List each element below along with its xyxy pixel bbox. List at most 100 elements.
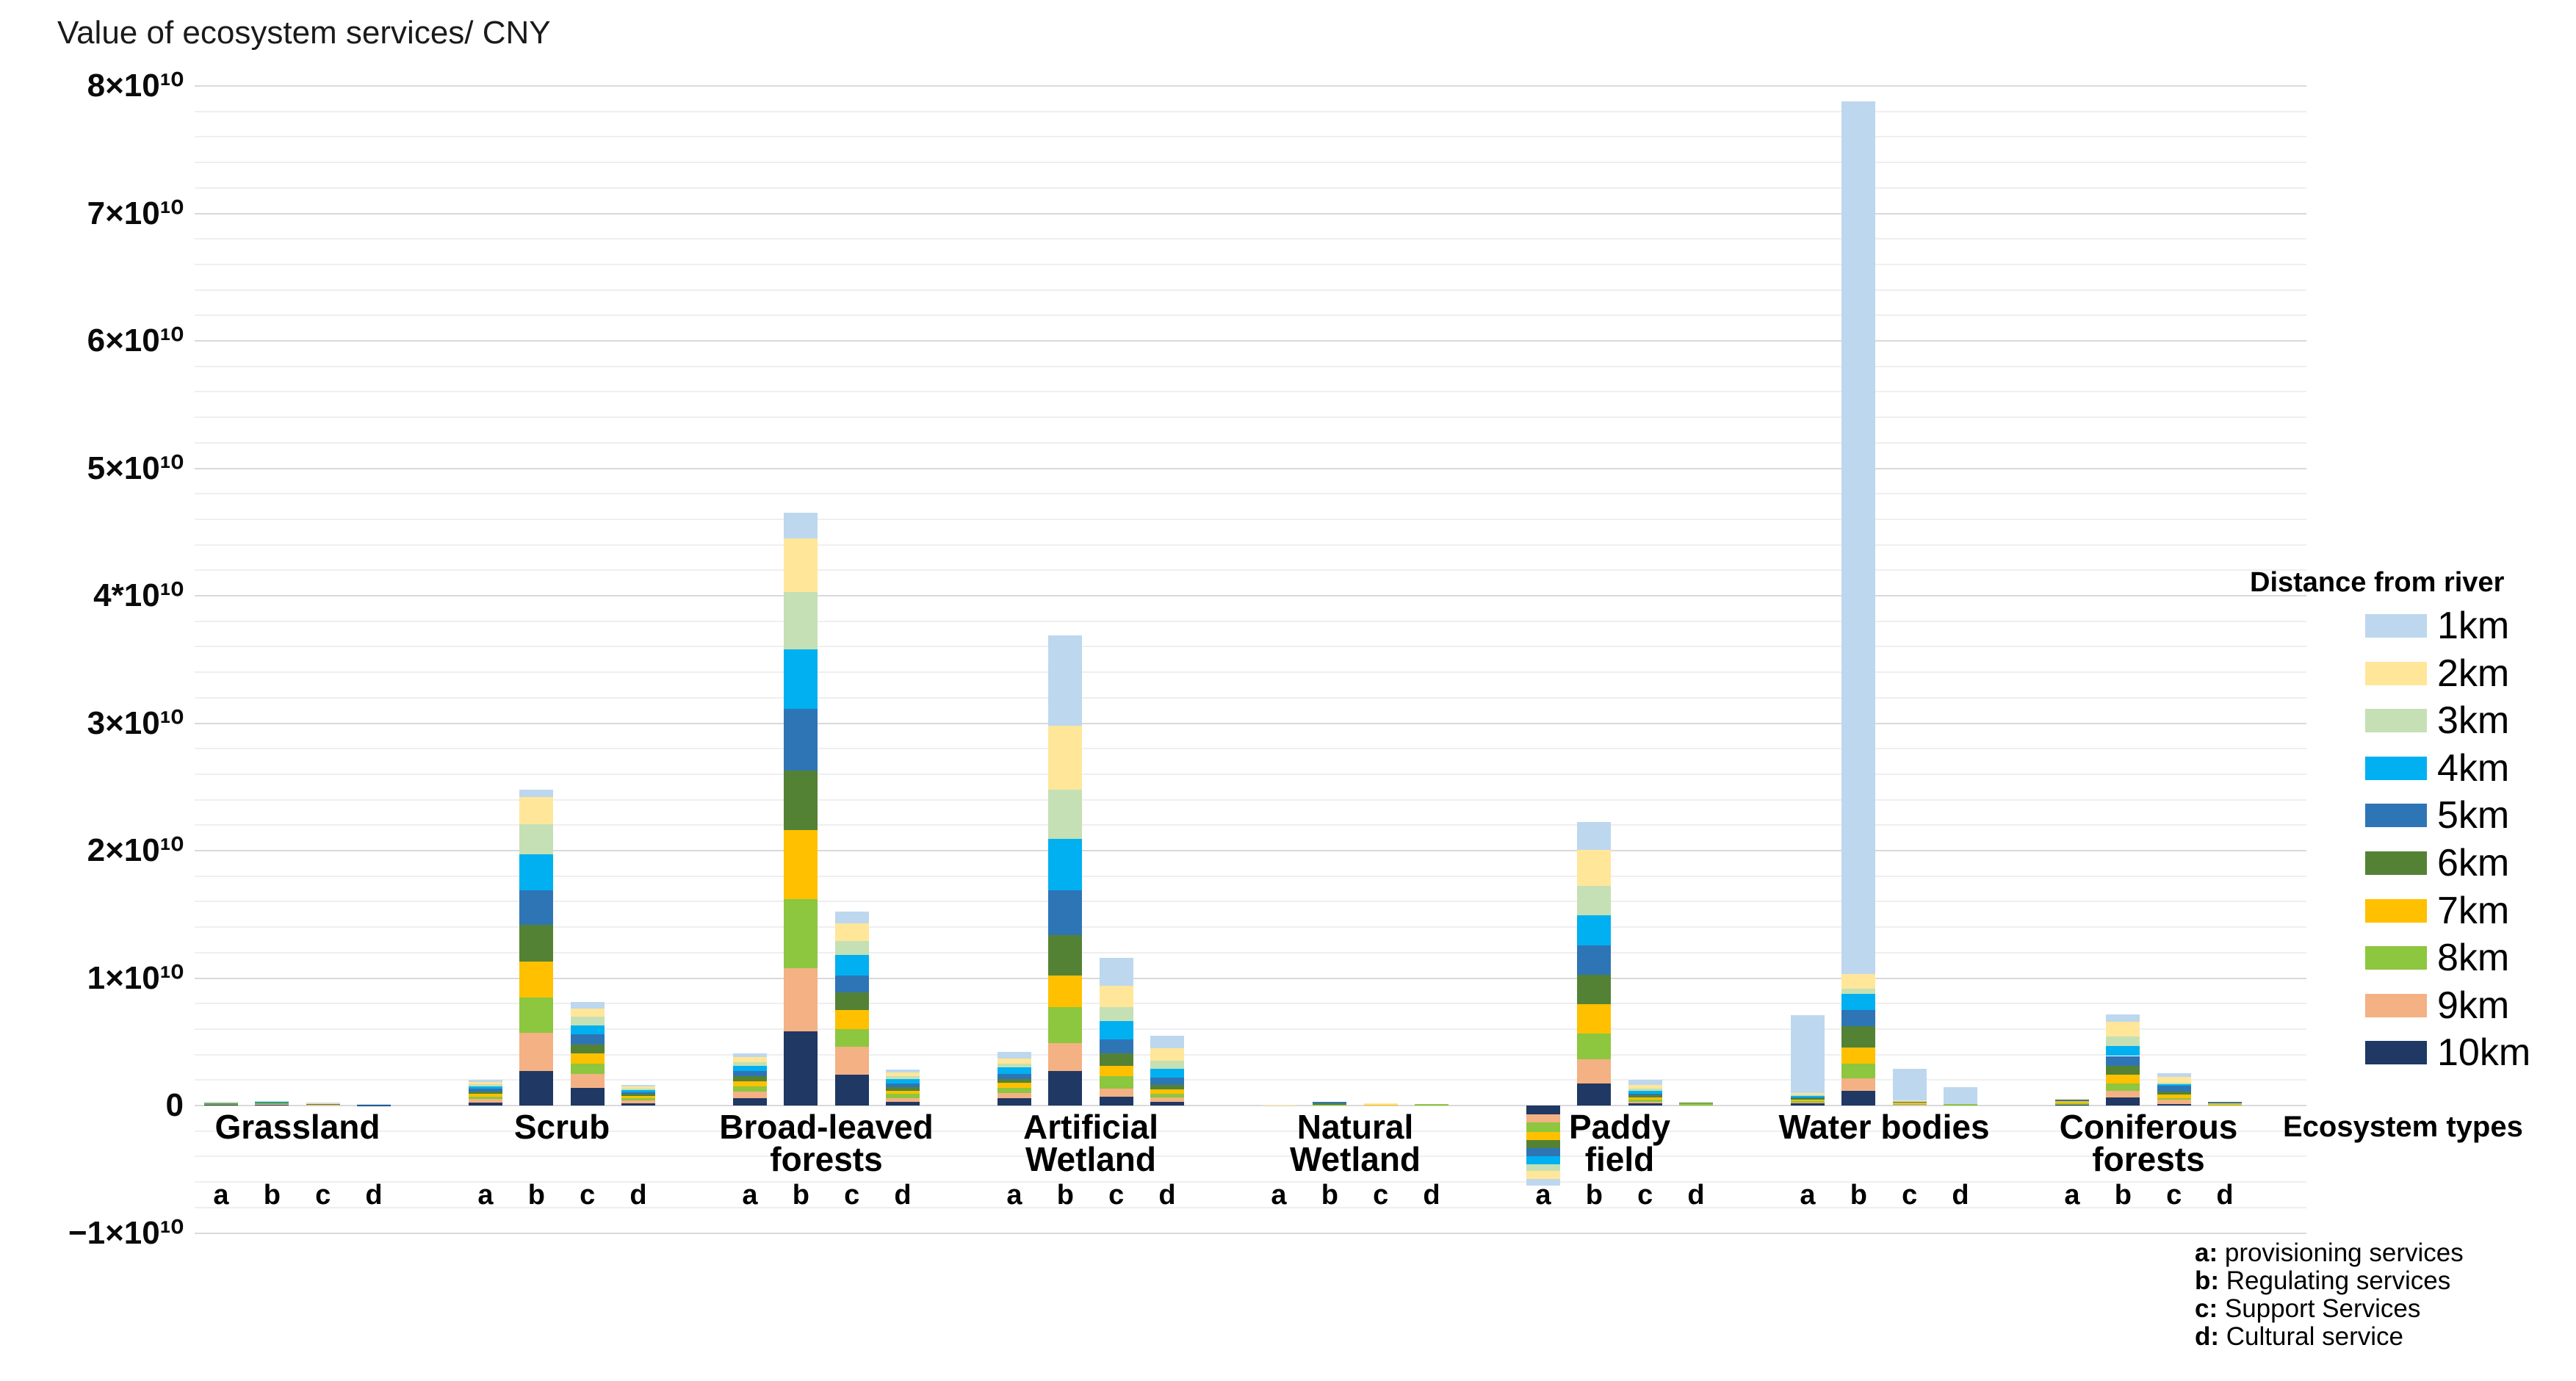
bar-segment-scrub-a-10km	[469, 1102, 502, 1106]
bar-segment-paddy-field-a-1km	[1526, 1178, 1560, 1186]
bar-segment-water-bodies-a-4km	[1791, 1095, 1825, 1097]
gridline-major	[195, 850, 2306, 851]
bar-segment-paddy-field-b-8km	[1577, 1033, 1612, 1059]
bar-segment-paddy-field-c-7km	[1628, 1097, 1662, 1100]
gridline-minor	[195, 544, 2306, 546]
bar-segment-artificial-wetland-c-6km	[1099, 1053, 1133, 1067]
bar-segment-paddy-field-b-7km	[1577, 1004, 1612, 1034]
bar-segment-paddy-field-c-5km	[1628, 1093, 1662, 1096]
bar-segment-broad-leaved-forests-a-1km	[733, 1053, 767, 1058]
bar-segment-scrub-a-4km	[469, 1086, 502, 1089]
category-tick-label: c	[315, 1180, 331, 1211]
bar-segment-broad-leaved-forests-a-8km	[733, 1086, 767, 1092]
gridline-major	[195, 340, 2306, 342]
bar-segment-paddy-field-b-6km	[1577, 975, 1612, 1005]
bar-segment-broad-leaved-forests-a-6km	[733, 1076, 767, 1082]
y-axis-tick-label: 6×10¹⁰	[87, 322, 184, 358]
legend-item-label: 8km	[2437, 937, 2510, 980]
category-tick-label: a	[1271, 1180, 1287, 1211]
bar-segment-broad-leaved-forests-a-7km	[733, 1081, 767, 1086]
bar-segment-broad-leaved-forests-c-4km	[834, 955, 869, 976]
bar-segment-artificial-wetland-b-9km	[1048, 1042, 1083, 1072]
footnote-key: a:	[2195, 1238, 2218, 1267]
y-axis-tick-label: 3×10¹⁰	[87, 704, 184, 741]
bar-segment-broad-leaved-forests-c-5km	[834, 976, 869, 992]
bar-segment-artificial-wetland-c-1km	[1099, 957, 1133, 986]
bar-segment-artificial-wetland-b-5km	[1048, 890, 1083, 935]
bar-segment-water-bodies-a-10km	[1791, 1103, 1825, 1106]
bar-segment-scrub-b-7km	[519, 961, 554, 998]
gridline-major	[195, 1105, 2306, 1106]
bar-segment-scrub-a-8km	[469, 1096, 502, 1100]
bar-segment-water-bodies-a-9km	[1791, 1102, 1825, 1104]
category-tick-label: b	[527, 1180, 545, 1211]
category-tick-label: a	[477, 1180, 494, 1211]
gridline-minor	[195, 289, 2306, 291]
bar-segment-broad-leaved-forests-b-4km	[784, 649, 818, 710]
bar-segment-broad-leaved-forests-b-8km	[784, 898, 818, 968]
bar-segment-coniferous-forests-c-4km	[2157, 1083, 2191, 1086]
bar-segment-water-bodies-b-4km	[1841, 994, 1876, 1010]
bar-segment-coniferous-forests-c-2km	[2157, 1076, 2191, 1083]
y-axis-tick-label: 2×10¹⁰	[87, 832, 184, 868]
bar-segment-water-bodies-c-9km	[1892, 1104, 1927, 1106]
bar-segment-artificial-wetland-a-3km	[997, 1063, 1031, 1067]
bar-segment-broad-leaved-forests-d-6km	[886, 1086, 920, 1092]
bar-segment-water-bodies-c-5km	[1892, 1101, 1927, 1103]
gridline-minor	[195, 569, 2306, 571]
category-tick-label: b	[2114, 1180, 2132, 1211]
y-axis-tick-label: 1×10¹⁰	[87, 959, 184, 996]
bar-segment-grassland-b-1km	[255, 1100, 289, 1102]
category-tick-label: b	[1056, 1180, 1074, 1211]
bar-segment-broad-leaved-forests-d-9km	[886, 1097, 920, 1102]
legend-swatch-2km	[2365, 661, 2427, 685]
bar-segment-broad-leaved-forests-b-6km	[784, 770, 818, 831]
category-tick-label: b	[1850, 1180, 1867, 1211]
bar-segment-water-bodies-b-7km	[1841, 1048, 1876, 1064]
gridline-minor	[195, 1079, 2306, 1081]
bar-segment-coniferous-forests-d-5km	[2208, 1101, 2242, 1103]
bar-segment-broad-leaved-forests-a-2km	[733, 1057, 767, 1062]
bar-segment-broad-leaved-forests-b-10km	[784, 1031, 818, 1106]
bar-segment-artificial-wetland-d-5km	[1150, 1077, 1184, 1086]
bar-segment-broad-leaved-forests-c-2km	[834, 923, 869, 942]
chart-title: Value of ecosystem services/ CNY	[57, 15, 551, 51]
bar-segment-artificial-wetland-b-1km	[1048, 635, 1083, 726]
bar-segment-water-bodies-b-10km	[1841, 1091, 1876, 1106]
bar-segment-water-bodies-b-1km	[1841, 101, 1876, 975]
bar-segment-paddy-field-c-1km	[1628, 1080, 1662, 1086]
bar-segment-water-bodies-c-8km	[1892, 1103, 1927, 1105]
bar-segment-coniferous-forests-a-2km	[2055, 1099, 2089, 1100]
gridline-major	[195, 212, 2306, 214]
bar-segment-paddy-field-c-8km	[1628, 1100, 1662, 1102]
x-axis-label: Ecosystem types	[2283, 1111, 2523, 1143]
bar-segment-scrub-a-9km	[469, 1099, 502, 1103]
bar-segment-coniferous-forests-b-5km	[2106, 1056, 2140, 1067]
bar-segment-coniferous-forests-d-8km	[2208, 1105, 2242, 1106]
group-label-scrub: Scrub	[513, 1108, 610, 1146]
bar-segment-artificial-wetland-d-8km	[1150, 1093, 1184, 1097]
bar-segment-natural-wetland-d-8km	[1415, 1104, 1448, 1106]
bar-segment-coniferous-forests-b-10km	[2106, 1097, 2140, 1106]
bar-segment-scrub-d-2km	[621, 1086, 655, 1089]
bar-segment-artificial-wetland-d-9km	[1150, 1097, 1184, 1102]
legend-swatch-7km	[2365, 898, 2427, 923]
footnote-key: d:	[2195, 1322, 2220, 1351]
bar-segment-water-bodies-c-2km	[1892, 1100, 1927, 1102]
bar-segment-artificial-wetland-a-7km	[997, 1082, 1031, 1088]
bar-segment-broad-leaved-forests-d-2km	[886, 1072, 920, 1077]
bar-segment-water-bodies-a-2km	[1791, 1092, 1825, 1095]
legend-item-label: 9km	[2437, 984, 2510, 1027]
bar-segment-artificial-wetland-c-10km	[1099, 1096, 1133, 1106]
category-tick-label: d	[2216, 1180, 2234, 1211]
gridline-major	[195, 85, 2306, 87]
legend-item-label: 6km	[2437, 842, 2510, 884]
bar-segment-grassland-b-3km	[255, 1101, 289, 1103]
bar-segment-grassland-a-10km	[204, 1104, 238, 1106]
bar-segment-paddy-field-c-6km	[1628, 1095, 1662, 1097]
bar-segment-grassland-b-9km	[255, 1103, 289, 1105]
gridline-minor	[195, 162, 2306, 164]
bar-segment-coniferous-forests-a-8km	[2055, 1103, 2089, 1106]
legend-swatch-4km	[2365, 756, 2427, 780]
gridline-minor	[195, 875, 2306, 877]
